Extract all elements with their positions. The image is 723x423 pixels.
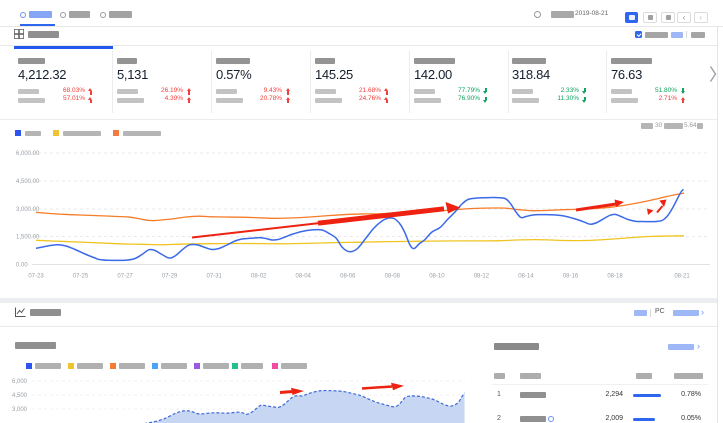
- svg-text:0.00: 0.00: [16, 263, 28, 269]
- svg-text:07-31: 07-31: [207, 274, 223, 280]
- svg-text:08-14: 08-14: [518, 274, 534, 280]
- svg-text:08-12: 08-12: [474, 274, 490, 280]
- svg-text:07-29: 07-29: [162, 274, 178, 280]
- svg-text:4,500: 4,500: [12, 393, 28, 399]
- svg-text:3,000.00: 3,000.00: [16, 207, 40, 213]
- svg-text:6,000.00: 6,000.00: [16, 151, 40, 157]
- svg-text:6,000: 6,000: [12, 379, 28, 385]
- svg-text:08-10: 08-10: [429, 274, 445, 280]
- svg-text:07-27: 07-27: [117, 274, 133, 280]
- svg-text:08-06: 08-06: [340, 274, 356, 280]
- svg-text:1,500.00: 1,500.00: [16, 235, 40, 241]
- svg-text:08-02: 08-02: [251, 274, 267, 280]
- svg-text:3,000: 3,000: [12, 407, 28, 413]
- svg-text:4,500.00: 4,500.00: [16, 179, 40, 185]
- svg-text:08-21: 08-21: [674, 274, 690, 280]
- svg-text:08-16: 08-16: [563, 274, 579, 280]
- svg-text:08-04: 08-04: [296, 274, 312, 280]
- svg-text:07-23: 07-23: [28, 274, 44, 280]
- svg-text:07-25: 07-25: [73, 274, 89, 280]
- svg-text:08-08: 08-08: [385, 274, 401, 280]
- svg-text:08-18: 08-18: [607, 274, 623, 280]
